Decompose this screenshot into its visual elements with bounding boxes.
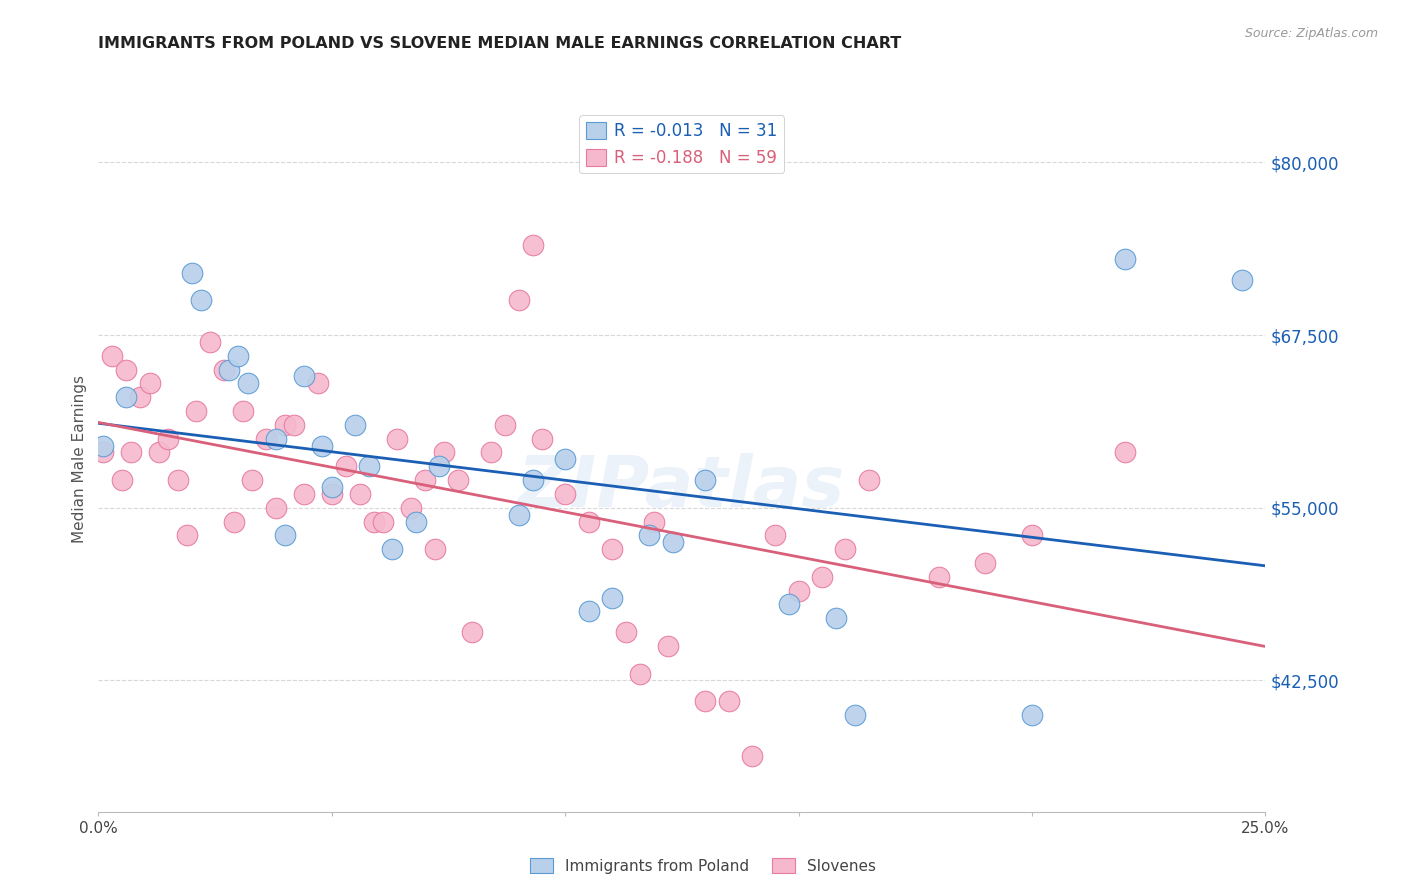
Point xyxy=(554,487,576,501)
Point xyxy=(101,349,124,363)
Point xyxy=(115,390,138,404)
Point xyxy=(344,417,367,432)
Point xyxy=(166,473,188,487)
Point xyxy=(508,508,530,522)
Point xyxy=(190,293,212,308)
Y-axis label: Median Male Earnings: Median Male Earnings xyxy=(72,376,87,543)
Point xyxy=(695,473,717,487)
Point xyxy=(834,542,856,557)
Point xyxy=(413,473,436,487)
Point xyxy=(292,369,315,384)
Point xyxy=(494,417,516,432)
Point xyxy=(236,376,259,391)
Point xyxy=(811,570,834,584)
Point xyxy=(274,528,297,542)
Point xyxy=(1114,445,1136,459)
Text: ZIPatlas: ZIPatlas xyxy=(519,453,845,522)
Point xyxy=(844,708,866,723)
Point xyxy=(307,376,329,391)
Point xyxy=(1021,528,1043,542)
Point xyxy=(522,238,544,252)
Point xyxy=(578,515,600,529)
Point xyxy=(129,390,152,404)
Point xyxy=(292,487,315,501)
Point xyxy=(115,362,138,376)
Text: Source: ZipAtlas.com: Source: ZipAtlas.com xyxy=(1244,27,1378,40)
Point xyxy=(157,432,180,446)
Point xyxy=(522,473,544,487)
Point xyxy=(222,515,245,529)
Point xyxy=(763,528,786,542)
Point xyxy=(928,570,950,584)
Point xyxy=(111,473,134,487)
Point xyxy=(479,445,502,459)
Point xyxy=(218,362,240,376)
Point xyxy=(974,556,997,570)
Point xyxy=(176,528,198,542)
Point xyxy=(1021,708,1043,723)
Point xyxy=(530,432,553,446)
Point xyxy=(427,459,450,474)
Point xyxy=(643,515,665,529)
Point xyxy=(228,349,250,363)
Point xyxy=(657,639,679,653)
Point xyxy=(614,625,637,640)
Point xyxy=(321,480,343,494)
Point xyxy=(858,473,880,487)
Point xyxy=(283,417,305,432)
Point xyxy=(399,500,422,515)
Point xyxy=(148,445,170,459)
Point xyxy=(695,694,717,708)
Legend: R = -0.013   N = 31, R = -0.188   N = 59: R = -0.013 N = 31, R = -0.188 N = 59 xyxy=(579,115,785,173)
Point xyxy=(638,528,661,542)
Point xyxy=(423,542,446,557)
Point xyxy=(232,404,254,418)
Point xyxy=(741,749,763,764)
Point xyxy=(717,694,740,708)
Point xyxy=(242,473,264,487)
Point xyxy=(1230,273,1253,287)
Point xyxy=(600,591,623,605)
Text: IMMIGRANTS FROM POLAND VS SLOVENE MEDIAN MALE EARNINGS CORRELATION CHART: IMMIGRANTS FROM POLAND VS SLOVENE MEDIAN… xyxy=(98,36,901,51)
Point xyxy=(508,293,530,308)
Point xyxy=(256,432,278,446)
Point xyxy=(264,432,287,446)
Point xyxy=(628,666,651,681)
Point xyxy=(405,515,427,529)
Point xyxy=(200,334,222,349)
Point xyxy=(139,376,162,391)
Point xyxy=(321,487,343,501)
Point xyxy=(385,432,408,446)
Point xyxy=(825,611,848,625)
Legend: Immigrants from Poland, Slovenes: Immigrants from Poland, Slovenes xyxy=(523,852,883,880)
Point xyxy=(359,459,381,474)
Point xyxy=(661,535,683,549)
Point xyxy=(186,404,208,418)
Point xyxy=(180,266,202,280)
Point xyxy=(91,445,114,459)
Point xyxy=(373,515,395,529)
Point xyxy=(311,439,333,453)
Point xyxy=(447,473,470,487)
Point xyxy=(349,487,371,501)
Point xyxy=(120,445,142,459)
Point xyxy=(433,445,456,459)
Point xyxy=(578,604,600,618)
Point xyxy=(363,515,385,529)
Point xyxy=(554,452,576,467)
Point xyxy=(214,362,236,376)
Point xyxy=(461,625,484,640)
Point xyxy=(600,542,623,557)
Point xyxy=(787,583,810,598)
Point xyxy=(274,417,297,432)
Point xyxy=(778,598,800,612)
Point xyxy=(91,439,114,453)
Point xyxy=(381,542,404,557)
Point xyxy=(1114,252,1136,266)
Point xyxy=(264,500,287,515)
Point xyxy=(335,459,357,474)
